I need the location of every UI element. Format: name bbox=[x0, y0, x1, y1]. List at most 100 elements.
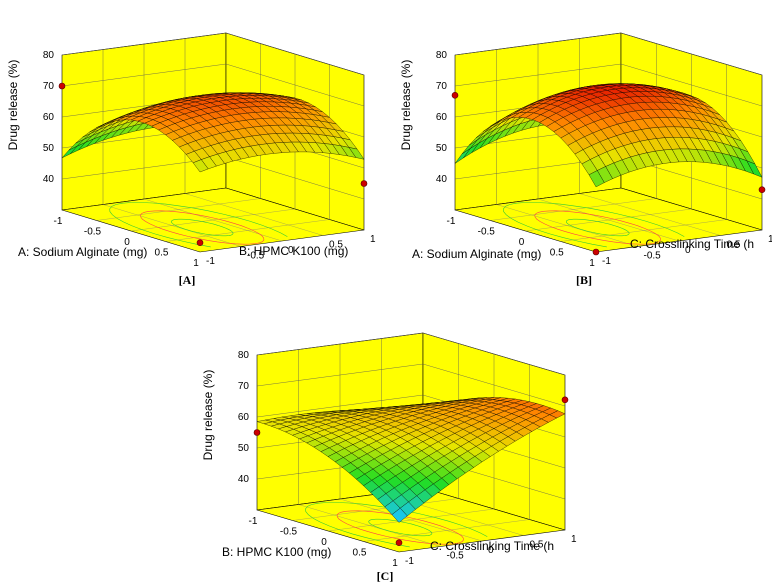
y-axis-label: B: HPMC K100 (mg) bbox=[239, 244, 348, 258]
design-point bbox=[360, 180, 368, 187]
contour-line bbox=[171, 218, 234, 237]
panel-label-a: [A] bbox=[179, 273, 196, 287]
response-surface bbox=[256, 397, 566, 523]
floor-grid-line bbox=[339, 498, 483, 542]
design-point bbox=[592, 248, 600, 256]
surface-plot-b: 40 50 60 70 80 -1 -0.5 0 0.5 1 -1 -0.5 0 0.5 1 A: Sodi… bbox=[399, 32, 772, 287]
y-tick-label: -1 bbox=[206, 256, 215, 267]
surface-cell bbox=[192, 159, 209, 173]
z-grid-line bbox=[256, 332, 566, 376]
z-tick-label: 70 bbox=[43, 81, 55, 92]
floor-grid-line bbox=[537, 198, 680, 242]
contour-line bbox=[109, 202, 288, 248]
y-tick-label: 1 bbox=[571, 534, 577, 545]
y-axis-label: C: Crosslinking Time (h bbox=[430, 539, 554, 553]
surface-cell bbox=[588, 170, 605, 188]
z-grid-line bbox=[256, 363, 566, 407]
contour-line bbox=[534, 210, 661, 245]
design-points bbox=[58, 82, 368, 246]
floor-contours bbox=[503, 202, 685, 248]
y-tick-label: 0.5 bbox=[329, 240, 343, 251]
panel-label-b: [B] bbox=[576, 273, 592, 287]
response-surface bbox=[61, 92, 365, 173]
y-tick-label: -0.5 bbox=[447, 551, 465, 562]
floor-grid-line bbox=[165, 219, 330, 242]
x-axis-label: B: HPMC K100 (mg) bbox=[222, 545, 331, 559]
z-tick-label: 40 bbox=[436, 174, 448, 185]
y-tick-label: 0.5 bbox=[530, 540, 544, 551]
floor-contours bbox=[305, 502, 488, 548]
floor-contours bbox=[109, 202, 288, 248]
z-axis-label: Drug release (%) bbox=[399, 60, 413, 151]
z-tick-label: 70 bbox=[238, 381, 250, 392]
floor-grid-line bbox=[363, 519, 530, 542]
x-tick-label: -1 bbox=[54, 216, 63, 227]
z-grid-line bbox=[454, 63, 763, 107]
x-tick-label: -1 bbox=[249, 516, 258, 527]
y-tick-label: 0.5 bbox=[727, 240, 741, 251]
design-point bbox=[451, 92, 459, 99]
contour-line bbox=[565, 218, 630, 237]
x-tick-label: -1 bbox=[447, 216, 456, 227]
y-tick-label: 0 bbox=[685, 245, 691, 256]
y-tick-label: -1 bbox=[405, 556, 414, 567]
design-point bbox=[395, 539, 403, 547]
z-tick-label: 50 bbox=[43, 143, 55, 154]
surface-cell bbox=[391, 507, 408, 523]
design-point bbox=[561, 396, 569, 404]
z-grid-line bbox=[454, 32, 763, 76]
z-axis-label: Drug release (%) bbox=[201, 370, 215, 461]
x-tick-label: 0.5 bbox=[353, 548, 367, 559]
y-tick-label: 0 bbox=[288, 245, 294, 256]
x-tick-label: 0 bbox=[124, 237, 130, 248]
surface-plot-c: 40 50 60 70 80 -1 -0.5 0 0.5 1 -1 -0.5 0 0.5 1 B: HPMC… bbox=[201, 332, 577, 583]
design-point bbox=[758, 186, 766, 193]
z-tick-label: 60 bbox=[238, 412, 250, 423]
y-tick-label: 0 bbox=[488, 545, 494, 556]
x-tick-label: -0.5 bbox=[84, 227, 102, 238]
design-points bbox=[253, 396, 569, 547]
x-axis-label: A: Sodium Alginate (mg) bbox=[18, 245, 147, 259]
floor-grid-line bbox=[184, 193, 324, 236]
z-tick-label: 60 bbox=[43, 112, 55, 123]
contour-line bbox=[305, 502, 488, 548]
panel-label-c: [C] bbox=[377, 569, 394, 583]
axis-ticks: 40 50 60 70 80 -1 -0.5 0 0.5 1 -1 -0.5 0 0.5 1 bbox=[436, 50, 772, 269]
x-tick-label: -0.5 bbox=[478, 227, 496, 238]
y-tick-label: 1 bbox=[370, 234, 376, 245]
floor-grid-line bbox=[143, 198, 283, 242]
contour-line bbox=[368, 518, 433, 537]
x-tick-label: 1 bbox=[589, 258, 595, 269]
x-tick-label: 1 bbox=[193, 258, 199, 269]
floor-grid-line bbox=[579, 193, 721, 236]
z-tick-label: 60 bbox=[436, 112, 448, 123]
y-tick-label: -0.5 bbox=[247, 251, 265, 262]
contour-line bbox=[140, 210, 265, 245]
z-tick-label: 80 bbox=[436, 50, 448, 61]
y-axis-label: C: Crosslinking Time (h bbox=[630, 237, 754, 251]
z-grid-line bbox=[61, 32, 365, 76]
z-axis-label: Drug release (%) bbox=[6, 60, 20, 151]
axis-ticks: 40 50 60 70 80 -1 -0.5 0 0.5 1 -1 -0.5 0 0.5 1 bbox=[238, 350, 577, 569]
y-tick-label: -0.5 bbox=[644, 251, 662, 262]
design-point bbox=[58, 82, 66, 90]
y-tick-label: 1 bbox=[768, 234, 772, 245]
z-tick-label: 40 bbox=[238, 474, 250, 485]
z-tick-label: 50 bbox=[436, 143, 448, 154]
x-tick-label: 0 bbox=[321, 537, 327, 548]
x-axis-label: A: Sodium Alginate (mg) bbox=[412, 247, 541, 261]
design-point bbox=[253, 429, 261, 436]
z-tick-label: 80 bbox=[238, 350, 250, 361]
x-tick-label: 1 bbox=[392, 558, 398, 569]
y-tick-label: -1 bbox=[602, 256, 611, 267]
surface-plot-a: 40 50 60 70 80 -1 -0.5 0 0.5 1 -1 -0.5 0 0.5 1 A: Sodi… bbox=[6, 32, 376, 287]
axis-ticks: 40 50 60 70 80 -1 -0.5 0 0.5 1 -1 -0.5 0 0.5 1 bbox=[43, 50, 376, 269]
z-tick-label: 40 bbox=[43, 174, 55, 185]
floor-grid-line bbox=[560, 219, 727, 242]
z-grid-line bbox=[61, 63, 365, 107]
z-tick-label: 70 bbox=[436, 81, 448, 92]
x-tick-label: 0.5 bbox=[155, 248, 169, 259]
contour-line bbox=[336, 510, 464, 545]
z-tick-label: 80 bbox=[43, 50, 55, 61]
